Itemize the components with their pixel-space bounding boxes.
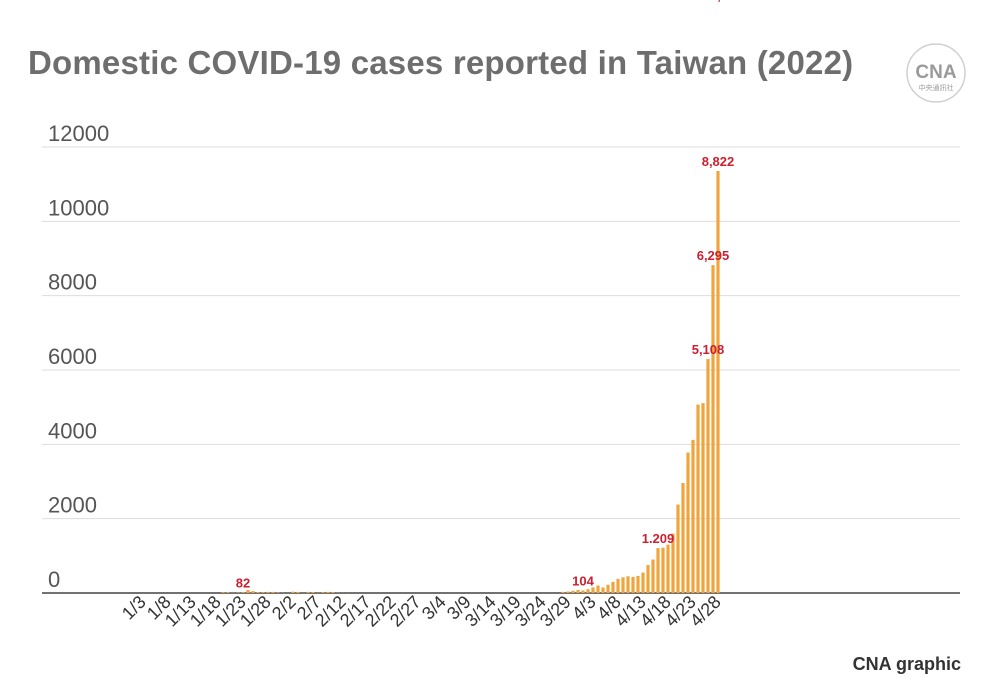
data-label: 1.209	[642, 531, 675, 546]
bar	[251, 591, 255, 593]
bar	[621, 577, 625, 593]
bar	[566, 591, 570, 593]
svg-text:CNA: CNA	[915, 62, 956, 83]
bar	[581, 590, 585, 593]
bar	[266, 591, 270, 593]
bar	[306, 591, 310, 593]
bar	[616, 578, 620, 593]
bar	[321, 592, 325, 593]
y-tick-label: 6000	[48, 344, 97, 369]
y-tick-label: 0	[48, 567, 60, 592]
bar	[246, 589, 250, 593]
y-tick-label: 10000	[48, 195, 109, 220]
svg-text:中央通訊社: 中央通訊社	[919, 83, 954, 92]
data-label: 11,353	[703, 0, 742, 3]
y-tick-label: 8000	[48, 270, 97, 295]
bar	[591, 587, 595, 593]
x-tick-label: 4/28	[686, 592, 725, 631]
bar	[586, 589, 590, 593]
bar	[706, 359, 710, 593]
bar	[656, 548, 660, 593]
bar	[326, 591, 330, 593]
bar	[576, 590, 580, 593]
bar	[601, 587, 605, 593]
source-credit: CNA graphic	[852, 654, 961, 674]
bar	[291, 591, 295, 593]
y-tick-label: 12000	[48, 121, 109, 146]
bar	[691, 439, 695, 593]
y-tick-label: 2000	[48, 493, 97, 518]
bar	[666, 544, 670, 593]
bar	[631, 577, 635, 593]
bar	[646, 565, 650, 593]
data-label: 82	[236, 575, 250, 590]
bar	[331, 592, 335, 593]
data-label: 5,108	[692, 342, 725, 357]
bar	[701, 403, 705, 593]
cna-logo: CNA 中央通訊社	[905, 42, 967, 104]
y-tick-label: 4000	[48, 418, 97, 443]
bar	[256, 592, 260, 593]
bar	[571, 590, 575, 593]
bar	[611, 581, 615, 593]
bar	[606, 584, 610, 593]
chart-title: Domestic COVID-19 cases reported in Taiw…	[28, 44, 854, 81]
bar	[716, 171, 720, 594]
bar	[681, 482, 685, 593]
bar	[596, 585, 600, 593]
bar	[296, 591, 300, 593]
bar	[241, 592, 245, 593]
bar	[711, 265, 715, 593]
bar	[561, 591, 565, 593]
data-label: 104	[572, 573, 594, 588]
bar	[221, 592, 225, 593]
bar	[686, 452, 690, 593]
data-label: 8,822	[702, 154, 735, 169]
bar	[651, 559, 655, 593]
bar	[676, 504, 680, 593]
bar	[626, 576, 630, 593]
bar	[661, 547, 665, 593]
bar	[671, 533, 675, 593]
bar	[261, 592, 265, 593]
bar	[226, 592, 230, 593]
bar	[636, 575, 640, 593]
bar	[696, 404, 700, 593]
bar	[641, 572, 645, 593]
bar	[311, 592, 315, 593]
bar	[271, 591, 275, 593]
data-label: 6,295	[697, 248, 730, 263]
